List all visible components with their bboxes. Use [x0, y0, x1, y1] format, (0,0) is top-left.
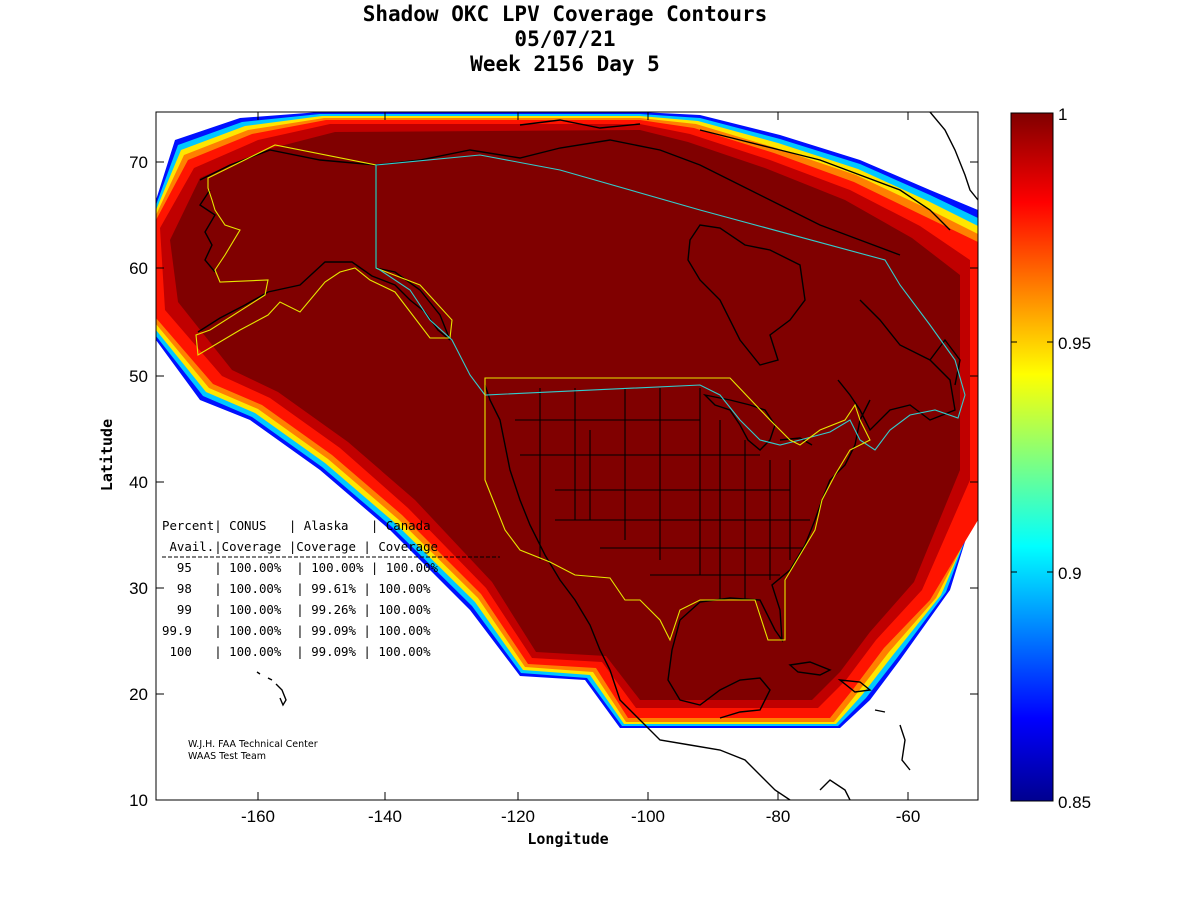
great-lakes — [702, 393, 813, 451]
colorbar-tick-label: 0.95 — [1058, 334, 1091, 353]
x-tick-label: -120 — [501, 807, 535, 826]
y-tick-label: 70 — [129, 153, 148, 172]
coastline-canada-east — [837, 299, 961, 432]
credit-line: W.J.H. FAA Technical Center — [188, 739, 318, 750]
y-tick-label: 20 — [129, 685, 148, 704]
y-tick-label: 30 — [129, 579, 148, 598]
stats-row: 99 | 100.00% | 99.26% | 100.00% — [162, 602, 431, 617]
canada-service-volume — [375, 154, 966, 451]
x-tick-label: -60 — [896, 807, 921, 826]
colorbar-tick-label: 0.85 — [1058, 793, 1091, 812]
stats-row: 95 | 100.00% | 100.00% | 100.00% — [162, 560, 439, 575]
credit-line: WAAS Test Team — [188, 751, 266, 762]
y-tick-label: 60 — [129, 259, 148, 278]
coastline-caribbean — [788, 661, 911, 800]
stats-header: Avail.|Coverage |Coverage | Coverage — [162, 539, 438, 554]
us-state-boundaries — [515, 388, 810, 600]
x-tick-marks — [257, 112, 909, 800]
colorbar — [1010, 112, 1054, 802]
coastline-greenland — [929, 112, 978, 201]
x-tick-label: -100 — [631, 807, 665, 826]
conus-service-volume — [484, 377, 871, 642]
coastline-us-east — [679, 399, 871, 643]
stats-row: 98 | 100.00% | 99.61% | 100.00% — [162, 581, 431, 596]
map-week-day: Week 2156 Day 5 — [470, 52, 660, 76]
y-axis-title: Latitude — [98, 419, 116, 491]
colorbar-tick-label: 1 — [1058, 105, 1067, 124]
coastline-mexico — [609, 619, 791, 800]
coverage-stats-table: Percent| CONUS | Alaska | Canada Avail.|… — [162, 518, 500, 659]
map-title: Shadow OKC LPV Coverage Contours — [362, 2, 768, 26]
stats-row: 99.9 | 100.00% | 99.09% | 100.00% — [162, 623, 431, 638]
map-date: 05/07/21 — [514, 27, 616, 51]
x-tick-label: -140 — [368, 807, 402, 826]
colorbar-tick-label: 0.9 — [1058, 564, 1082, 583]
y-tick-marks — [156, 161, 978, 695]
plot-frame — [155, 111, 979, 801]
alaska-service-volume — [195, 144, 453, 356]
x-tick-label: -80 — [766, 807, 791, 826]
y-tick-label: 10 — [129, 791, 148, 810]
service-volumes — [195, 144, 966, 642]
coastline-us-west — [484, 384, 611, 671]
coastline-canada-arctic — [375, 119, 951, 366]
y-tick-label: 50 — [129, 367, 148, 386]
stats-header: Percent| CONUS | Alaska | Canada — [162, 518, 431, 533]
coastline-hawaii — [256, 671, 287, 707]
stats-row: 100 | 100.00% | 99.09% | 100.00% — [162, 644, 431, 659]
colorbar-ticks — [1011, 341, 1053, 573]
x-tick-label: -160 — [241, 807, 275, 826]
y-tick-label: 40 — [129, 473, 148, 492]
x-axis-title: Longitude — [527, 830, 608, 848]
